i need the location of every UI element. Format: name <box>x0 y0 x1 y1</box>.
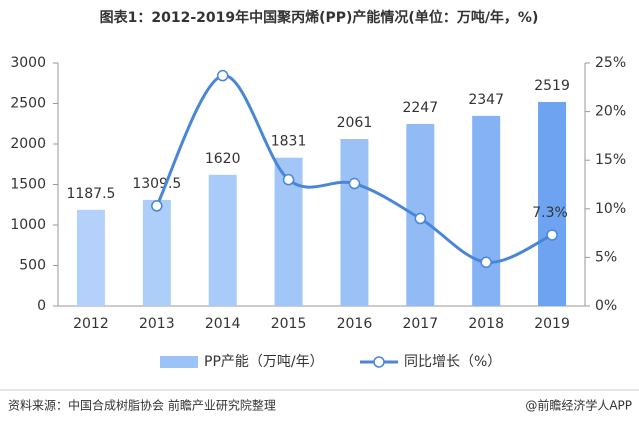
line-point <box>216 69 229 82</box>
y2-tick-label: 15% <box>595 152 626 168</box>
y2-tick-label: 20% <box>595 104 626 120</box>
y-tick-label: 500 <box>19 258 46 274</box>
y-tick-label: 2500 <box>10 96 46 112</box>
y2-tick-label: 5% <box>595 249 617 265</box>
bar <box>538 101 567 306</box>
x-tick-label: 2019 <box>534 316 570 332</box>
bar-label: 2347 <box>468 92 504 108</box>
y2-tick-label: 10% <box>595 201 626 217</box>
bar <box>76 209 105 306</box>
bar-label: 1187.5 <box>66 186 115 202</box>
x-tick-label: 2015 <box>271 316 307 332</box>
line-point <box>282 173 295 186</box>
bar <box>340 139 369 306</box>
x-tick-label: 2013 <box>139 316 175 332</box>
bar <box>472 115 501 306</box>
x-tick-label: 2018 <box>468 316 504 332</box>
bar-label: 2247 <box>402 100 438 116</box>
y2-tick-label: 25% <box>595 55 626 71</box>
y-tick-label: 0 <box>37 298 46 314</box>
line-point <box>480 256 492 269</box>
line-point <box>348 177 361 190</box>
source: 资料来源：中国合成树脂协会 前瞻产业研究院整理 <box>8 398 276 413</box>
bar-label: 2061 <box>337 115 373 131</box>
x-tick-label: 2014 <box>205 316 241 332</box>
bar-label: 1831 <box>271 134 307 150</box>
y-tick-label: 2000 <box>10 136 46 152</box>
line-label: 7.3% <box>532 205 568 221</box>
x-tick-label: 2016 <box>337 316 373 332</box>
bar <box>208 174 237 306</box>
bar-label: 2519 <box>534 78 570 94</box>
bar-label: 1620 <box>205 151 241 167</box>
bar-label: 1309.5 <box>132 176 181 192</box>
chart-title: 图表1：2012-2019年中国聚丙烯(PP)产能情况(单位：万吨/年，%) <box>100 9 539 26</box>
x-tick-label: 2012 <box>73 316 109 332</box>
credit: @前瞻经济学人APP <box>525 398 632 413</box>
legend-label: 同比增长（%） <box>404 354 501 370</box>
y2-tick-label: 0% <box>595 298 617 314</box>
y-tick-label: 1500 <box>10 177 46 193</box>
line-point <box>151 200 163 212</box>
line-point <box>546 229 558 241</box>
legend-label: PP产能（万吨/年） <box>204 354 324 370</box>
x-tick-label: 2017 <box>402 316 438 332</box>
y-tick-label: 3000 <box>10 55 46 71</box>
bar <box>142 199 171 306</box>
legend-swatch <box>160 356 198 368</box>
line-point <box>414 212 427 225</box>
y-tick-label: 1000 <box>10 217 46 233</box>
legend-swatch <box>373 356 385 368</box>
